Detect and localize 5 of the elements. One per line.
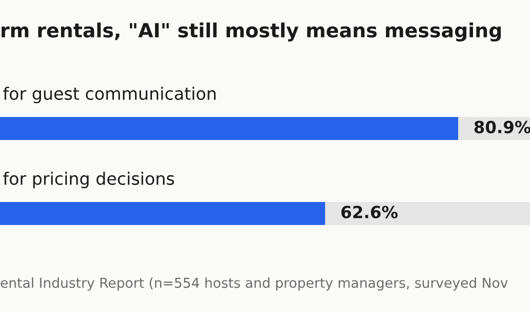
y-tick-label: for guest communication	[3, 86, 216, 104]
y-tick-label: for pricing decisions	[3, 172, 174, 188]
data-label: 62.6%	[341, 206, 398, 218]
text: ental Industry Report (n=554 hosts and property managers, surveyed Nov	[0, 277, 508, 291]
chart-title: rm rentals, "AI" still mostly means messaging	[2, 22, 501, 42]
